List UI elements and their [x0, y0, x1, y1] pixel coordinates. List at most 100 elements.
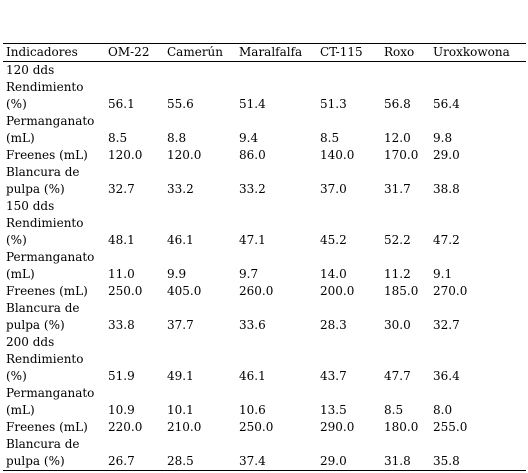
cell-value: 32.7 [433, 318, 460, 332]
cell-value: 51.4 [239, 97, 266, 111]
cell-value: 8.8 [167, 131, 187, 145]
data-row: Rendimiento (%) 56.1 55.6 51.4 51.3 56.8 56.4 [3, 79, 526, 113]
cell-value: 56.8 [384, 97, 411, 111]
cell-value: 33.8 [108, 318, 135, 332]
section-row: 150 dds [3, 198, 526, 215]
row-label: Blancura de pulpa (%) [3, 436, 105, 471]
cell-value: 9.4 [239, 131, 259, 145]
cell-value: 28.5 [164, 436, 236, 471]
row-label: Freenes (mL) [6, 148, 88, 162]
cell-value: 45.2 [320, 233, 347, 247]
column-header: Uroxkowona [430, 43, 526, 62]
cell-value: 32.7 [108, 182, 135, 196]
cell-value: 290.0 [320, 420, 355, 434]
cell-value: 9.1 [433, 267, 453, 281]
row-label: Blancura de pulpa (%) [6, 301, 80, 332]
cell-value: 11.0 [108, 267, 135, 281]
cell-value: 26.7 [105, 436, 164, 471]
row-label: Rendimiento (%) [6, 352, 84, 383]
row-label: Permanganato (mL) [6, 250, 95, 281]
data-row: Blancura de pulpa (%) 32.7 33.2 33.2 37.0 31.… [3, 164, 526, 198]
cell-value: 200.0 [320, 284, 355, 298]
cell-value: 37.0 [320, 182, 347, 196]
data-row: Permanganato (mL) 11.0 9.9 9.7 14.0 11.2 9.1 [3, 249, 526, 283]
cell-value: 31.8 [381, 436, 430, 471]
cell-value: 37.7 [167, 318, 194, 332]
cell-value: 120.0 [108, 148, 143, 162]
cell-value: 55.6 [167, 97, 194, 111]
data-row: Freenes (mL) 120.0 120.0 86.0 140.0 170.0 29.0 [3, 147, 526, 164]
cell-value: 33.2 [239, 182, 266, 196]
cell-value: 33.2 [167, 182, 194, 196]
cell-value: 255.0 [433, 420, 468, 434]
cell-value: 36.4 [433, 369, 460, 383]
column-header: CT-115 [317, 43, 381, 62]
cell-value: 405.0 [167, 284, 202, 298]
cell-value: 13.5 [320, 403, 347, 417]
cell-value: 33.6 [239, 318, 266, 332]
cell-value: 46.1 [167, 233, 194, 247]
cell-value: 56.4 [433, 97, 460, 111]
cell-value: 170.0 [384, 148, 419, 162]
cell-value: 43.7 [320, 369, 347, 383]
cell-value: 47.2 [433, 233, 460, 247]
cell-value: 38.8 [433, 182, 460, 196]
data-row: Permanganato (mL) 10.9 10.1 10.6 13.5 8.5 8.0 [3, 385, 526, 419]
cell-value: 250.0 [239, 420, 274, 434]
row-label: Blancura de pulpa (%) [6, 165, 80, 196]
row-label: Rendimiento (%) [6, 80, 84, 111]
cell-value: 56.1 [108, 97, 135, 111]
cell-value: 8.0 [433, 403, 453, 417]
cell-value: 9.9 [167, 267, 187, 281]
cell-value: 51.3 [320, 97, 347, 111]
header-row: Indicadores OM-22 Camerún Maralfalfa CT-115 R… [3, 43, 526, 62]
data-row: Rendimiento (%) 48.1 46.1 47.1 45.2 52.2 47.2 [3, 215, 526, 249]
section-label: 200 dds [6, 335, 55, 349]
cell-value: 10.1 [167, 403, 194, 417]
cell-value: 47.7 [384, 369, 411, 383]
row-label: Freenes (mL) [6, 284, 88, 298]
column-header: Indicadores [3, 43, 105, 62]
cell-value: 30.0 [384, 318, 411, 332]
cell-value: 14.0 [320, 267, 347, 281]
section-label: 150 dds [6, 199, 55, 213]
cell-value: 51.9 [108, 369, 135, 383]
data-row: Blancura de pulpa (%) 33.8 37.7 33.6 28.3 30.… [3, 300, 526, 334]
cell-value: 8.5 [384, 403, 404, 417]
cell-value: 10.9 [108, 403, 135, 417]
data-row: Freenes (mL) 250.0 405.0 260.0 200.0 185.0 270… [3, 283, 526, 300]
cell-value: 46.1 [239, 369, 266, 383]
data-row: Blancura de pulpa (%) 26.7 28.5 37.4 29.0 31.… [3, 436, 526, 471]
cell-value: 52.2 [384, 233, 411, 247]
cell-value: 31.7 [384, 182, 411, 196]
cell-value: 8.5 [320, 131, 340, 145]
data-row: Rendimiento (%) 51.9 49.1 46.1 43.7 47.7 36.4 [3, 351, 526, 385]
cell-value: 29.0 [433, 148, 460, 162]
cell-value: 210.0 [167, 420, 202, 434]
cell-value: 28.3 [320, 318, 347, 332]
data-row: Freenes (mL) 220.0 210.0 250.0 290.0 180.0 255… [3, 419, 526, 436]
cell-value: 49.1 [167, 369, 194, 383]
cell-value: 29.0 [317, 436, 381, 471]
cell-value: 8.5 [108, 131, 128, 145]
section-label: 120 dds [6, 63, 55, 77]
cell-value: 47.1 [239, 233, 266, 247]
cell-value: 10.6 [239, 403, 266, 417]
cell-value: 120.0 [167, 148, 202, 162]
section-row: 120 dds [3, 62, 526, 80]
column-header: Maralfalfa [236, 43, 317, 62]
row-label: Freenes (mL) [6, 420, 88, 434]
column-header: Roxo [381, 43, 430, 62]
cell-value: 270.0 [433, 284, 468, 298]
cell-value: 12.0 [384, 131, 411, 145]
cell-value: 11.2 [384, 267, 411, 281]
cell-value: 35.8 [430, 436, 526, 471]
cell-value: 180.0 [384, 420, 419, 434]
column-header: Camerún [164, 43, 236, 62]
row-label: Permanganato (mL) [6, 114, 95, 145]
cell-value: 220.0 [108, 420, 143, 434]
cell-value: 250.0 [108, 284, 143, 298]
data-row: Permanganato (mL) 8.5 8.8 9.4 8.5 12.0 9.8 [3, 113, 526, 147]
column-header: OM-22 [105, 43, 164, 62]
